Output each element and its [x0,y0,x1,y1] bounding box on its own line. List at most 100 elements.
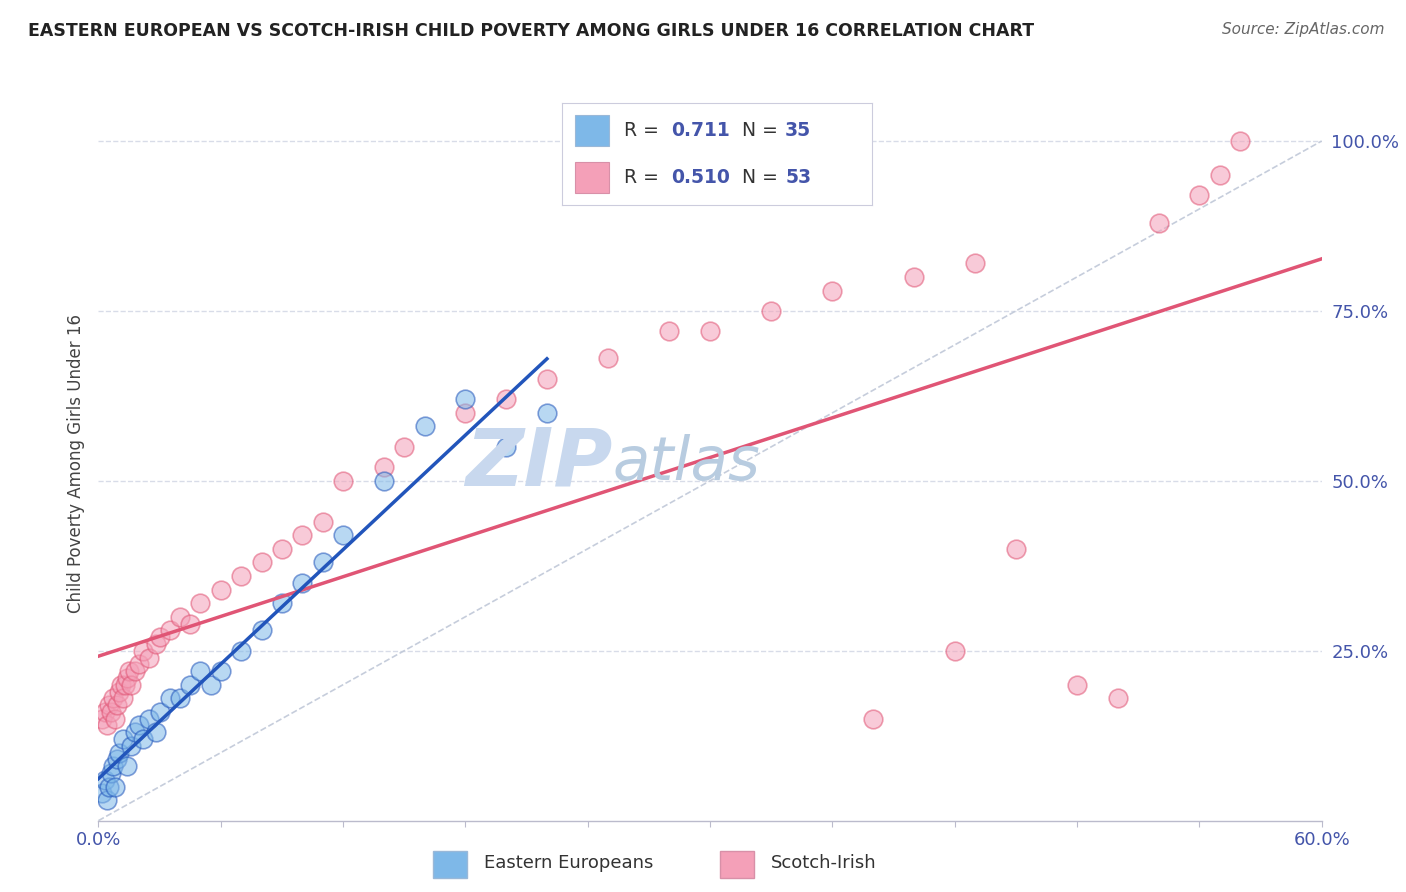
Point [413,419,436,434]
Point [108,746,131,760]
Point [93,705,115,719]
Point [373,474,395,488]
Text: Scotch-Irish: Scotch-Irish [770,854,876,872]
Point [1229,134,1251,148]
Point [93,772,115,787]
FancyBboxPatch shape [575,162,609,193]
Point [97,780,120,794]
Point [598,351,620,366]
Point [965,256,987,270]
FancyBboxPatch shape [433,851,467,878]
Text: N =: N = [742,120,783,140]
Point [169,609,191,624]
Y-axis label: Child Poverty Among Girls Under 16: Child Poverty Among Girls Under 16 [66,314,84,614]
Point [105,698,128,712]
Point [332,528,354,542]
Point [138,650,160,665]
Point [1066,678,1088,692]
Point [149,630,172,644]
Point [312,555,335,569]
Point [118,664,141,678]
Point [200,678,222,692]
Point [114,678,136,692]
Text: ZIP: ZIP [465,425,612,503]
Text: 35: 35 [785,120,811,140]
Point [100,766,122,780]
Point [188,596,212,610]
Point [110,678,132,692]
Point [159,691,181,706]
Point [128,718,150,732]
Point [159,624,181,638]
Point [105,752,128,766]
Point [96,793,118,807]
Point [862,712,884,726]
Point [97,698,120,712]
Point [124,664,146,678]
Text: Eastern Europeans: Eastern Europeans [484,854,652,872]
Point [392,440,416,454]
Point [231,569,253,583]
Point [1209,168,1232,182]
Text: atlas: atlas [612,434,761,493]
Point [179,678,201,692]
Point [128,657,150,672]
Point [291,528,314,542]
Point [188,664,212,678]
Point [903,269,925,284]
Point [821,284,844,298]
Text: 0.510: 0.510 [671,168,730,187]
Text: R =: R = [624,168,665,187]
Point [1004,541,1026,556]
Point [91,712,114,726]
Point [169,691,191,706]
Point [101,691,124,706]
Point [250,555,273,569]
Point [536,372,558,386]
Point [454,406,477,420]
Point [231,644,253,658]
Point [209,664,232,678]
Point [111,691,134,706]
Point [104,712,127,726]
Point [270,541,294,556]
Point [96,718,118,732]
Point [132,644,155,658]
Point [495,440,517,454]
Point [104,780,127,794]
Text: Source: ZipAtlas.com: Source: ZipAtlas.com [1222,22,1385,37]
Point [1147,216,1170,230]
Text: N =: N = [742,168,783,187]
Point [495,392,517,407]
Point [145,637,167,651]
Text: 0.711: 0.711 [671,120,730,140]
Point [124,725,146,739]
Point [91,787,114,801]
Point [270,596,294,610]
Point [115,671,138,685]
Point [149,705,172,719]
Text: R =: R = [624,120,665,140]
Point [658,324,681,338]
Point [111,732,134,747]
Text: 53: 53 [785,168,811,187]
Point [145,725,167,739]
Point [132,732,155,747]
Point [120,739,142,753]
Text: EASTERN EUROPEAN VS SCOTCH-IRISH CHILD POVERTY AMONG GIRLS UNDER 16 CORRELATION : EASTERN EUROPEAN VS SCOTCH-IRISH CHILD P… [28,22,1035,40]
Point [108,684,131,698]
Point [291,575,314,590]
Point [943,644,966,658]
Point [1107,691,1129,706]
Point [120,678,142,692]
Point [761,304,783,318]
Point [250,624,273,638]
Point [100,705,122,719]
FancyBboxPatch shape [720,851,754,878]
Point [373,460,395,475]
Point [454,392,477,407]
Point [312,515,335,529]
FancyBboxPatch shape [575,115,609,145]
Point [115,759,138,773]
Point [179,616,201,631]
